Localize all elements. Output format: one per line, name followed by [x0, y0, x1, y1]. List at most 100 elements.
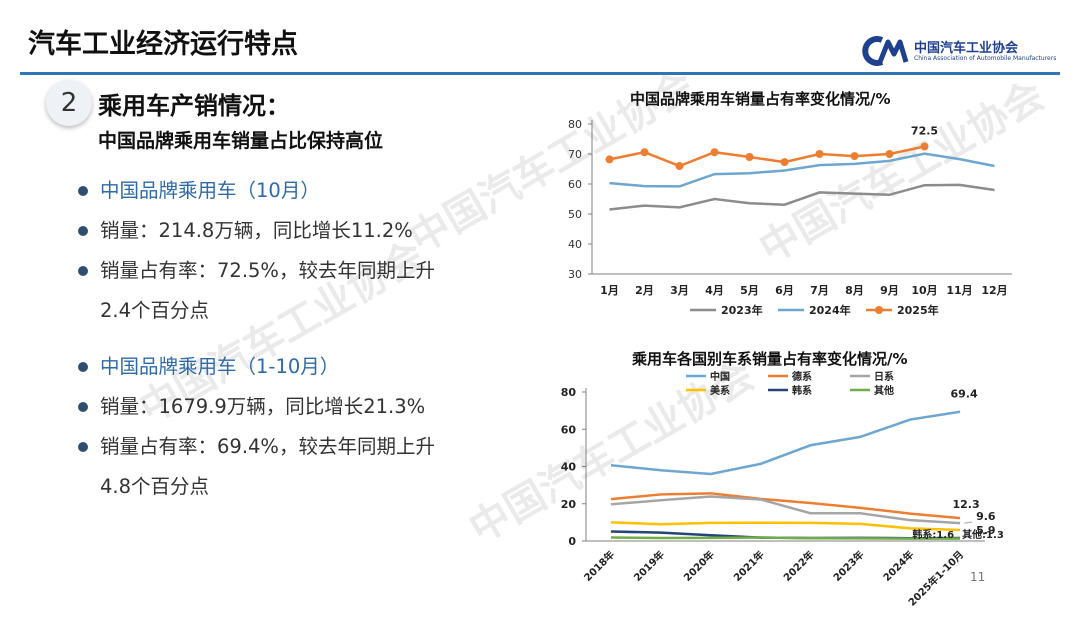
- section-number-badge: 2: [46, 80, 92, 126]
- y-tick-label: 0: [568, 535, 576, 548]
- y-tick-label: 40: [568, 238, 582, 251]
- data-label: 其他:1.3: [962, 528, 1004, 541]
- y-tick-label: 80: [561, 386, 577, 399]
- y-tick-label: 60: [561, 423, 577, 436]
- y-tick-label: 20: [561, 498, 577, 511]
- bullet-item: 销量：214.8万辆，同比增长11.2%: [74, 211, 534, 251]
- caam-logo-icon: [862, 36, 909, 66]
- bullet-item: 中国品牌乘用车（10月）: [74, 171, 534, 211]
- bullet-dot-icon: [78, 362, 88, 372]
- data-label: 72.5: [911, 125, 938, 138]
- bullet-item: 销量占有率：69.4%，较去年同期上升: [74, 427, 534, 467]
- x-tick-label: 4月: [705, 284, 724, 297]
- data-point: [675, 162, 684, 170]
- bullet-text: 中国品牌乘用车（1-10月）: [100, 355, 340, 378]
- legend-label: 日系: [874, 370, 894, 383]
- bullet-dot-icon: [78, 186, 88, 196]
- legend-label: 德系: [791, 370, 812, 383]
- series-line-中国: [610, 410, 961, 476]
- chart2-title: 乘用车各国别车系销量占有率变化情况/%: [632, 350, 908, 368]
- series-line-日系: [610, 495, 961, 525]
- x-tick-label: 10月: [911, 284, 937, 297]
- bullet-dot-icon: [78, 402, 88, 412]
- bullet-list: 中国品牌乘用车（10月） 销量：214.8万辆，同比增长11.2% 销量占有率：…: [74, 171, 534, 507]
- x-tick-label: 1月: [600, 284, 619, 297]
- series-line-其他: [610, 536, 961, 540]
- data-label: 9.6: [976, 510, 996, 523]
- legend-label: 2024年: [809, 303, 851, 317]
- caam-logo: 中国汽车工业协会 China Association of Automobile…: [862, 34, 1062, 70]
- bullet-item: 销量：1679.9万辆，同比增长21.3%: [74, 387, 534, 427]
- legend-label: 中国: [710, 370, 730, 383]
- logo-name-cn: 中国汽车工业协会: [914, 41, 1019, 56]
- legend-label: 2023年: [721, 303, 763, 317]
- data-point: [710, 148, 719, 157]
- section-title: 乘用车产销情况：: [98, 92, 290, 120]
- x-tick-label: 2024年: [880, 548, 916, 584]
- data-point: [850, 152, 859, 161]
- series-line-美系: [610, 521, 961, 532]
- y-tick-label: 30: [568, 268, 582, 281]
- legend-label: 韩系: [792, 384, 812, 397]
- data-point: [605, 155, 614, 164]
- series-line-德系: [610, 492, 961, 520]
- y-tick-label: 70: [568, 148, 582, 161]
- x-tick-label: 6月: [775, 284, 794, 297]
- data-point: [885, 150, 894, 158]
- x-tick-label: 2019年: [631, 548, 667, 584]
- series-line-2025年: [609, 145, 925, 168]
- data-label: 5.9: [976, 524, 996, 537]
- bullet-continuation: 4.8个百分点: [74, 467, 534, 507]
- y-tick-label: 60: [568, 178, 582, 191]
- x-tick-label: 2月: [635, 284, 654, 297]
- x-tick-label: 11月: [946, 284, 972, 297]
- legend-label: 美系: [710, 384, 730, 397]
- data-point: [780, 158, 789, 167]
- x-tick-label: 2020年: [681, 548, 717, 584]
- data-label: 12.3: [952, 498, 979, 511]
- bullet-continuation: 2.4个百分点: [74, 291, 534, 331]
- data-label: 韩系:1.6: [912, 528, 954, 541]
- data-point: [640, 148, 649, 157]
- bullet-text: 销量：214.8万辆，同比增长11.2%: [100, 219, 413, 242]
- brand-share-chart: 30 40 50 60 70 80 1月 2月 3月 4月 5月 6月 7月 8月 9月 10月 11月 12月 7…: [568, 118, 1012, 317]
- data-point: [815, 150, 824, 158]
- data-point: [920, 142, 929, 151]
- page-number: 11: [970, 570, 986, 584]
- y-tick-label: 50: [568, 208, 582, 221]
- series-line-2024年: [609, 152, 995, 188]
- x-tick-label: 5月: [740, 284, 759, 297]
- origin-share-chart: 0 20 40 60 80 2018年 2019年 2020年 2021年 2022年 2023年 2…: [561, 370, 1004, 606]
- x-tick-label: 9月: [880, 284, 899, 297]
- bullet-text: 销量占有率：72.5%，较去年同期上升: [100, 259, 435, 282]
- x-tick-label: 7月: [810, 284, 829, 297]
- bullet-text: 销量：1679.9万辆，同比增长21.3%: [100, 395, 426, 418]
- x-tick-label: 3月: [670, 284, 689, 297]
- section-subtitle: 中国品牌乘用车销量占比保持高位: [98, 130, 384, 152]
- series-line-2023年: [609, 183, 995, 211]
- y-tick-label: 40: [561, 461, 577, 474]
- bullet-dot-icon: [78, 266, 88, 276]
- x-tick-label: 12月: [981, 284, 1007, 297]
- x-tick-label: 2023年: [830, 548, 866, 584]
- bullet-text: 2.4个百分点: [100, 299, 210, 322]
- x-tick-label: 2022年: [781, 548, 817, 584]
- bullet-text: 销量占有率：69.4%，较去年同期上升: [100, 435, 435, 458]
- bullet-text: 4.8个百分点: [100, 475, 210, 498]
- bullet-dot-icon: [78, 442, 88, 452]
- logo-name-en: China Association of Automobile Manufact…: [914, 55, 1057, 62]
- x-tick-label: 8月: [845, 284, 864, 297]
- data-label: 69.4: [950, 388, 977, 401]
- bullet-text: 中国品牌乘用车（10月）: [100, 179, 320, 202]
- x-tick-label: 2021年: [731, 548, 767, 584]
- y-tick-label: 80: [568, 118, 582, 131]
- bullet-dot-icon: [78, 226, 88, 236]
- chart1-title: 中国品牌乘用车销量占有率变化情况/%: [630, 90, 891, 108]
- bullet-item: 中国品牌乘用车（1-10月）: [74, 347, 534, 387]
- page-title: 汽车工业经济运行特点: [28, 29, 298, 60]
- leader-line: [963, 521, 973, 524]
- legend-label: 2025年: [897, 303, 939, 317]
- x-tick-label: 2018年: [581, 548, 617, 584]
- bullet-item: 销量占有率：72.5%，较去年同期上升: [74, 251, 534, 291]
- header-divider: [20, 72, 1060, 75]
